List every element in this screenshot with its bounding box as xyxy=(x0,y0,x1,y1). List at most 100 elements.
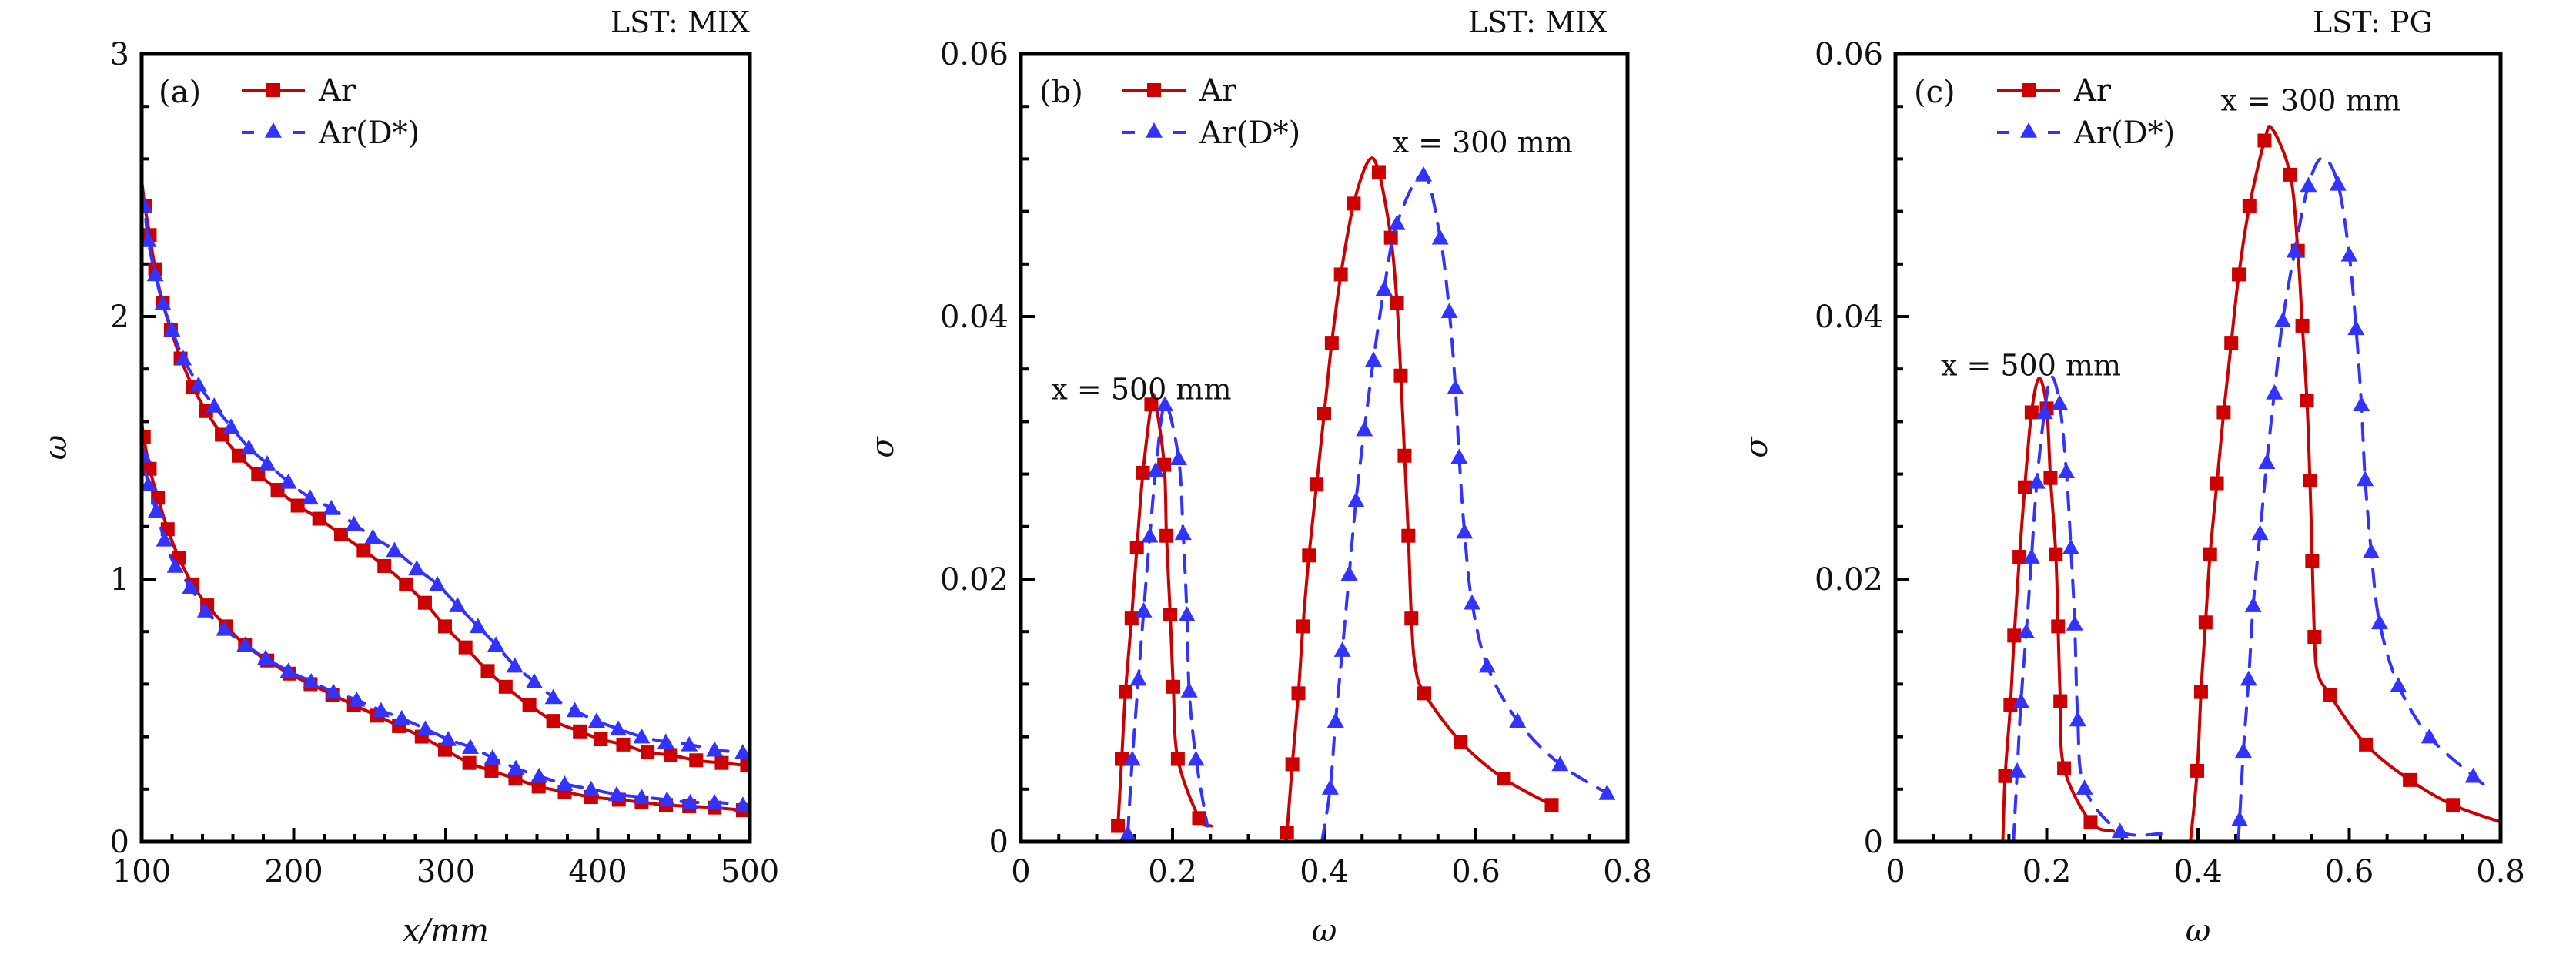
panel-b-data-point xyxy=(1415,166,1433,182)
panel-a-data-point xyxy=(372,702,390,718)
panel-b-data-point xyxy=(1141,527,1159,543)
panel-a-data-point xyxy=(714,755,729,770)
panel-b-data-point xyxy=(1166,679,1180,694)
panel-c-annotations: x = 500 mm x = 300 mm xyxy=(1941,83,2401,382)
panel-a-data-point xyxy=(740,759,750,773)
panel-b-data-point xyxy=(1180,682,1198,698)
panel-a-data-point xyxy=(142,232,157,247)
panel-c-y-tick-label: 0.02 xyxy=(1815,562,1883,598)
panel-a-data-point xyxy=(279,662,297,678)
panel-c-y-axis-title: σ xyxy=(1739,436,1775,458)
panel-a-data-point xyxy=(377,558,392,573)
panel-a-data-point xyxy=(658,791,676,807)
panel-c-data-point xyxy=(2242,199,2257,213)
panel-a-data-point xyxy=(498,679,513,694)
panel-c-data-point xyxy=(2322,688,2337,702)
panel-b-x-tick-label: 0.4 xyxy=(1300,854,1349,889)
panel-b-data-point xyxy=(1440,303,1458,318)
panel-c-data-point xyxy=(2274,312,2292,327)
panel-a-data-point xyxy=(525,672,543,688)
panel-c-y-tick-label: 0.04 xyxy=(1815,300,1883,335)
panel-c-legend-entry: Ar(D*) xyxy=(1997,116,2175,151)
panel-c-data-point xyxy=(2295,318,2310,333)
panel-b-data-point xyxy=(1317,407,1331,421)
panel-c-data-point xyxy=(2022,548,2040,564)
panel-a-legend-entry: Ar xyxy=(242,73,356,109)
panel-c-data-point xyxy=(2111,822,2129,839)
panel-c-data-point xyxy=(2362,543,2380,558)
panel-c-data-point xyxy=(2232,267,2246,282)
legend-label: Ar xyxy=(2073,73,2112,109)
legend-triangle-marker-icon xyxy=(265,122,282,138)
panel-c-x-tick-label: 0.6 xyxy=(2325,854,2374,889)
panel-a-data-point xyxy=(587,712,605,728)
panel-a-series-ar-2 xyxy=(142,420,750,818)
panel-a-x-tick-label: 300 xyxy=(417,854,475,889)
panel-b-y-tick-label: 0.06 xyxy=(940,37,1009,72)
panel-a-corner-label: LST: MIX xyxy=(611,5,750,39)
panel-b-data-point xyxy=(1401,528,1416,543)
panel-c-data-point xyxy=(2266,384,2283,400)
panel-b-x-tick-label: 0.6 xyxy=(1451,854,1500,889)
panel-c-plot-area xyxy=(1998,125,2501,842)
panel-b-corner-label: LST: MIX xyxy=(1468,5,1607,39)
panel-b-data-point xyxy=(1156,396,1174,412)
panel-c-data-point xyxy=(2198,615,2213,630)
panel-b-data-point xyxy=(1347,196,1361,211)
panel-a-data-point xyxy=(417,595,432,610)
panel-b-data-point xyxy=(1159,528,1174,543)
panel-a-data-point xyxy=(399,577,413,591)
panel-a-data-point xyxy=(440,731,457,746)
panel-a-y-tick-label: 3 xyxy=(110,37,129,72)
panel-b-data-point xyxy=(1296,619,1310,634)
panel-c-data-point xyxy=(2018,480,2032,494)
legend-label: Ar(D*) xyxy=(2073,116,2175,151)
panel-b-data-point xyxy=(1417,686,1432,701)
panel-c-data-point xyxy=(2024,405,2039,420)
panel-c-annotation: x = 300 mm xyxy=(2220,83,2400,117)
panel-b-data-point xyxy=(1163,608,1178,622)
panel-c-data-point xyxy=(2051,619,2066,634)
panel-a-data-point xyxy=(417,720,434,736)
panel-a-data-point xyxy=(259,454,276,471)
panel-a-data-point xyxy=(323,499,340,515)
legend-triangle-marker-icon xyxy=(2020,122,2037,138)
panel-c-legend: Ar Ar(D*) xyxy=(1997,73,2175,151)
panel-c-data-point xyxy=(2193,685,2208,699)
panel-a-data-point xyxy=(166,557,184,573)
panel-a-data-point xyxy=(408,560,426,576)
legend-square-marker-icon xyxy=(1147,83,1161,97)
panel-c-data-point xyxy=(2083,815,2098,829)
panel-b-data-point xyxy=(1111,819,1126,833)
panel-c-data-point xyxy=(2057,761,2072,775)
panel-b-data-point xyxy=(1326,712,1344,728)
panel-a-data-point xyxy=(594,732,608,747)
panel-a-data-point xyxy=(182,578,199,595)
panel-a-data-point xyxy=(461,739,479,755)
panel-a-data-point xyxy=(251,467,266,481)
panel-a-data-point xyxy=(664,748,678,762)
panel-a-y-axis-title: ω xyxy=(38,435,74,461)
panel-a-data-point xyxy=(438,619,453,634)
panel-c-data-point xyxy=(2017,623,2035,638)
panel-a-y-tick-label: 0 xyxy=(110,825,129,860)
panel-b-data-point xyxy=(1431,229,1449,245)
panel-b-plot-area xyxy=(1111,156,1616,842)
panel-b-data-point xyxy=(1136,465,1150,480)
panel-b-data-point xyxy=(1135,601,1153,618)
legend-triangle-marker-icon xyxy=(1146,122,1163,138)
panel-c-data-point xyxy=(2216,405,2231,420)
panel-a-data-point xyxy=(633,789,651,804)
panel-b-tag: (b) xyxy=(1039,75,1083,110)
panel-a-series-ar-dstar-1 xyxy=(142,189,750,759)
panel-b-data-point xyxy=(1174,524,1192,541)
panel-b-data-point xyxy=(1340,565,1358,581)
panel-a-data-point xyxy=(566,702,584,718)
panel-a-x-tick-label: 200 xyxy=(264,854,323,889)
panel-c-x-tick-label: 0.4 xyxy=(2173,854,2223,889)
panel-c-data-point xyxy=(2446,798,2461,812)
panel-a-series-line xyxy=(142,189,744,755)
panel-b-frame xyxy=(1019,52,1630,844)
legend-square-marker-icon xyxy=(266,83,280,97)
